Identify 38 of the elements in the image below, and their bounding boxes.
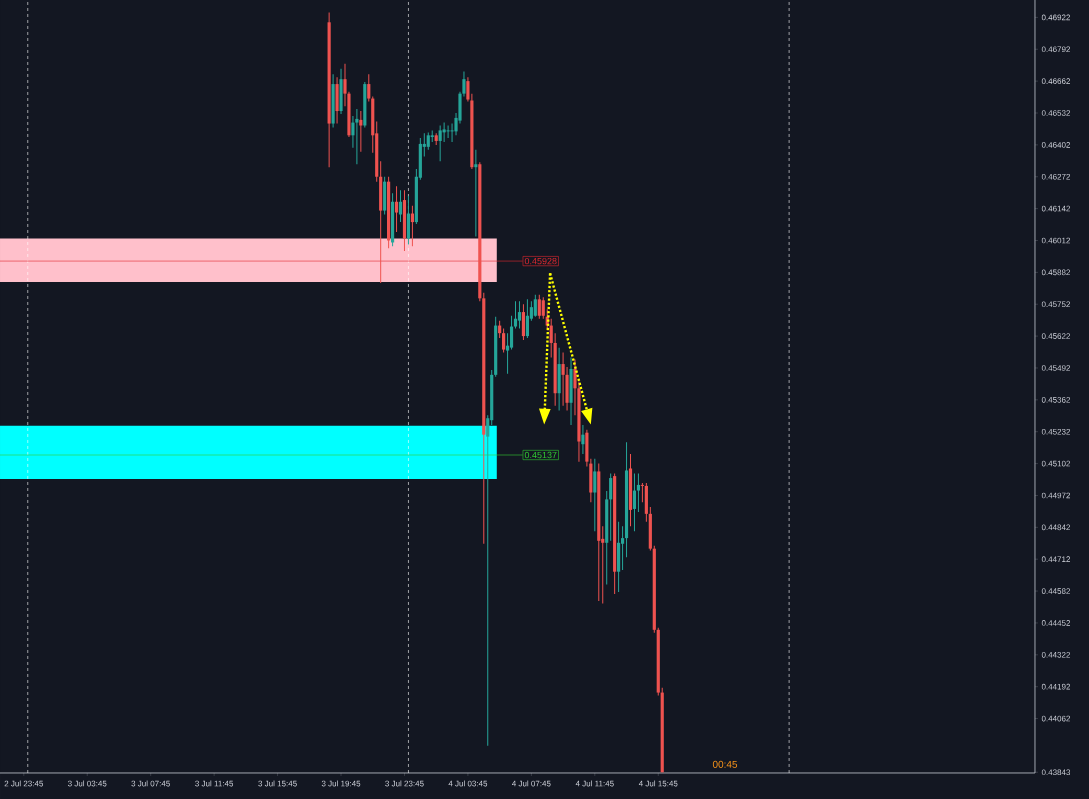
ref-line-label: 0.45928 <box>524 257 557 265</box>
annotation: 00:45 <box>712 760 738 768</box>
y-tick-label: 0.46402 <box>1041 142 1071 148</box>
y-tick-label: 0.43843 <box>1041 769 1071 776</box>
x-tick-label: 3 Jul 15:45 <box>258 780 297 787</box>
x-tick-label: 4 Jul 03:45 <box>448 780 488 787</box>
y-tick-label: 0.46012 <box>1041 237 1071 244</box>
x-tick-label: 4 Jul 15:45 <box>638 780 678 787</box>
y-tick-label: 0.46532 <box>1041 110 1071 116</box>
y-tick-label: 0.44452 <box>1041 620 1071 626</box>
y-tick-label: 0.44192 <box>1041 683 1071 690</box>
y-tick-label: 0.46662 <box>1041 78 1071 84</box>
x-tick-label: 3 Jul 03:45 <box>67 780 107 787</box>
y-tick-label: 0.45232 <box>1041 428 1071 435</box>
y-tick-label: 0.46922 <box>1041 14 1071 21</box>
y-tick-label: 0.45882 <box>1041 269 1071 276</box>
y-tick-label: 0.44712 <box>1041 556 1071 563</box>
y-tick-label: 0.44322 <box>1041 651 1071 658</box>
ref-line-label: 0.45137 <box>524 451 557 459</box>
x-tick-label: 3 Jul 11:45 <box>195 780 234 787</box>
y-tick-label: 0.44582 <box>1041 588 1071 594</box>
x-tick-label: 3 Jul 07:45 <box>131 780 170 787</box>
x-tick-label: 3 Jul 19:45 <box>321 780 361 787</box>
y-tick-label: 0.45102 <box>1041 460 1071 467</box>
y-tick-label: 0.46142 <box>1041 205 1071 212</box>
y-tick-label: 0.45622 <box>1041 333 1071 339</box>
x-tick-label: 4 Jul 11:45 <box>575 780 614 787</box>
x-tick-label: 3 Jul 23:45 <box>385 780 424 787</box>
x-tick-label: 2 Jul 23:45 <box>4 780 44 787</box>
y-tick-label: 0.44062 <box>1041 715 1071 722</box>
y-tick-label: 0.45492 <box>1041 365 1071 371</box>
y-tick-label: 0.46792 <box>1041 46 1071 53</box>
y-tick-label: 0.45362 <box>1041 397 1071 403</box>
x-tick-label: 4 Jul 07:45 <box>511 780 551 787</box>
y-tick-label: 0.44842 <box>1041 524 1071 531</box>
y-tick-label: 0.44972 <box>1041 492 1071 499</box>
y-tick-label: 0.46272 <box>1041 173 1071 180</box>
y-tick-label: 0.45752 <box>1041 301 1071 308</box>
